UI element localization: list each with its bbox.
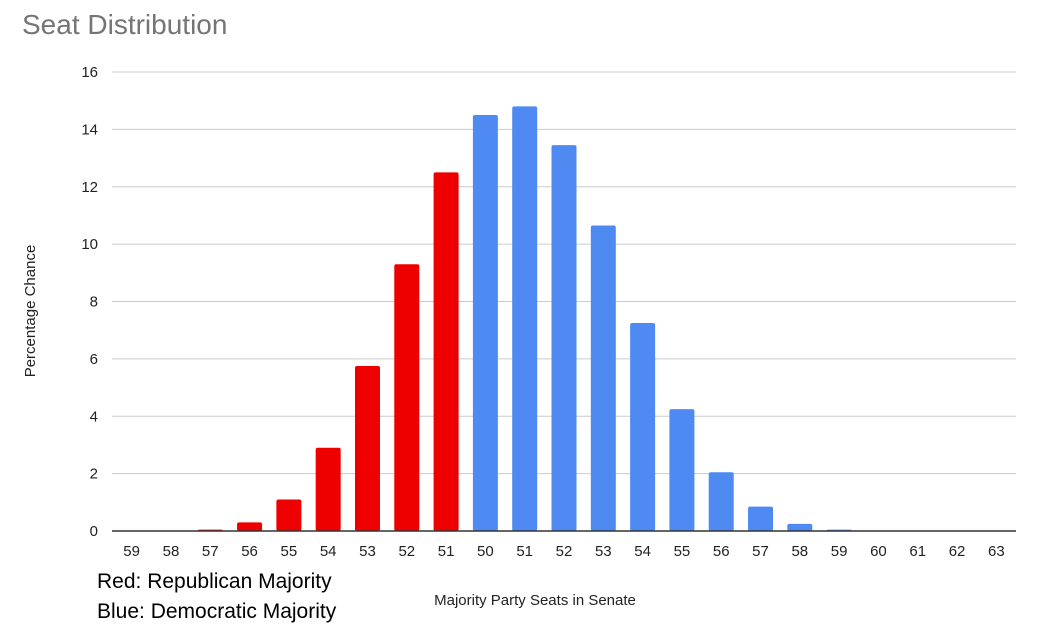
y-tick-label: 4: [90, 408, 98, 425]
bar: [316, 448, 341, 531]
bar: [591, 225, 616, 531]
x-tick-label: 57: [202, 543, 219, 560]
y-tick-label: 2: [90, 466, 98, 483]
x-tick-label: 51: [516, 543, 533, 560]
x-tick-label: 62: [949, 543, 966, 560]
x-tick-label: 58: [163, 543, 180, 560]
x-tick-label: 59: [123, 543, 140, 560]
y-tick-label: 10: [81, 236, 98, 253]
x-tick-label: 52: [398, 543, 415, 560]
x-tick-label: 50: [477, 543, 494, 560]
bar: [748, 507, 773, 531]
x-tick-label: 63: [988, 543, 1005, 560]
bar: [630, 323, 655, 531]
bar: [709, 472, 734, 531]
x-tick-label: 60: [870, 543, 887, 560]
x-tick-label: 54: [320, 543, 337, 560]
bar: [434, 172, 459, 531]
y-axis-ticks: 0 2 4 6 8 10 12 14 16: [81, 64, 98, 540]
bar: [394, 264, 419, 531]
x-tick-label: 55: [674, 543, 691, 560]
x-tick-label: 54: [634, 543, 651, 560]
x-tick-label: 55: [281, 543, 298, 560]
y-tick-label: 14: [81, 121, 98, 138]
bar: [473, 115, 498, 531]
y-tick-label: 12: [81, 179, 98, 196]
y-tick-label: 0: [90, 523, 98, 540]
x-tick-label: 59: [831, 543, 848, 560]
x-axis-label: Majority Party Seats in Senate: [434, 592, 636, 609]
bars: [198, 106, 852, 531]
bar: [276, 499, 301, 531]
democratic-majority-note: Blue: Democratic Majority: [97, 600, 336, 624]
bar: [669, 409, 694, 531]
republican-majority-note: Red: Republican Majority: [97, 570, 332, 594]
x-axis-ticks: 59 58 57 56 55 54 53 52 51 50 51 52 53 54 55 56 57 58 59 60…: [123, 543, 1004, 560]
x-tick-label: 53: [595, 543, 612, 560]
bar: [787, 524, 812, 531]
x-tick-label: 61: [909, 543, 926, 560]
x-tick-label: 53: [359, 543, 376, 560]
chart-title: Seat Distribution: [22, 9, 227, 40]
y-tick-label: 16: [81, 64, 98, 81]
y-tick-label: 6: [90, 351, 98, 368]
x-tick-label: 56: [713, 543, 730, 560]
x-tick-label: 57: [752, 543, 769, 560]
x-tick-label: 58: [791, 543, 808, 560]
x-tick-label: 52: [556, 543, 573, 560]
x-tick-label: 51: [438, 543, 455, 560]
x-tick-label: 56: [241, 543, 258, 560]
bar: [237, 522, 262, 531]
bar: [552, 145, 577, 531]
bar: [355, 366, 380, 531]
y-tick-label: 8: [90, 294, 98, 311]
y-axis-label: Percentage Chance: [22, 245, 39, 378]
bar: [512, 106, 537, 531]
